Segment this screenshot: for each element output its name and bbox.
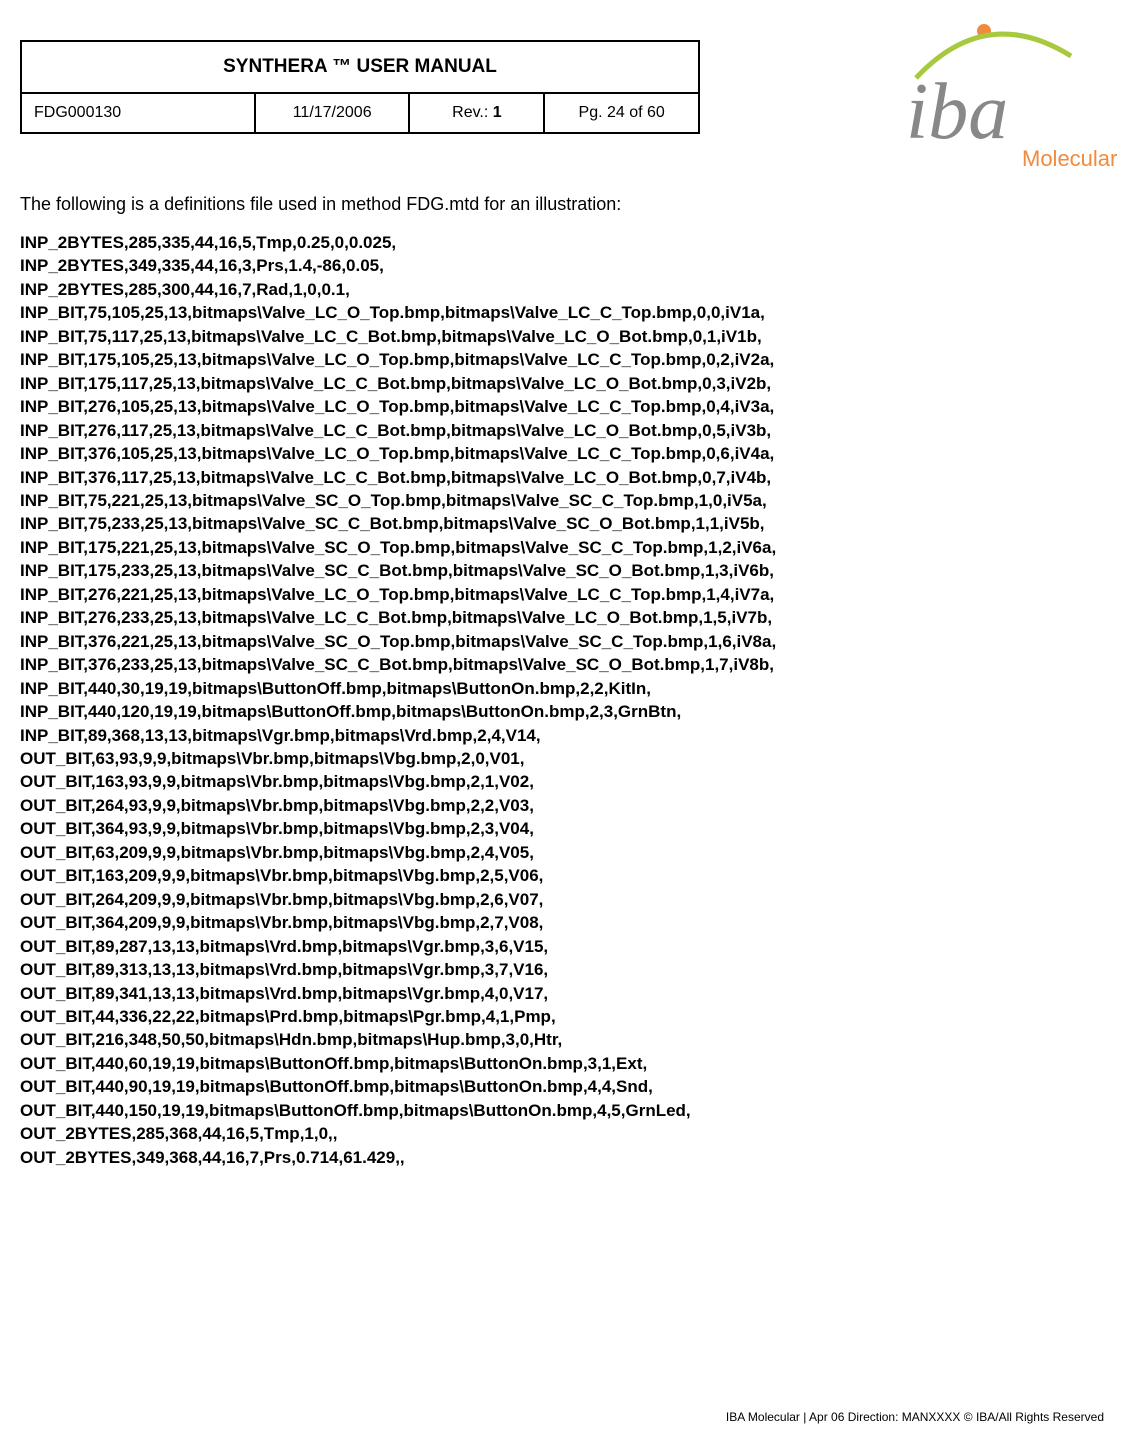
doc-revision: Rev.: 1 <box>410 94 545 132</box>
document-title: SYNTHERA ™ USER MANUAL <box>22 42 698 94</box>
logo-subtitle-text: Molecular <box>1022 146 1117 171</box>
rev-label: Rev.: <box>452 104 493 121</box>
doc-page: Pg. 24 of 60 <box>545 94 698 132</box>
doc-id: FDG000130 <box>22 94 256 132</box>
logo-brand-text: iba <box>906 68 1008 156</box>
meta-row: FDG000130 11/17/2006 Rev.: 1 Pg. 24 of 6… <box>22 94 698 132</box>
rev-value: 1 <box>493 104 502 121</box>
intro-text: The following is a definitions file used… <box>20 194 1106 215</box>
footer-text: IBA Molecular | Apr 06 Direction: MANXXX… <box>726 1410 1104 1424</box>
definitions-code-block: INP_2BYTES,285,335,44,16,5,Tmp,0.25,0,0.… <box>20 231 1106 1169</box>
title-box: SYNTHERA ™ USER MANUAL FDG000130 11/17/2… <box>20 40 700 134</box>
iba-logo: iba Molecular <box>856 18 1126 188</box>
doc-date: 11/17/2006 <box>256 94 411 132</box>
